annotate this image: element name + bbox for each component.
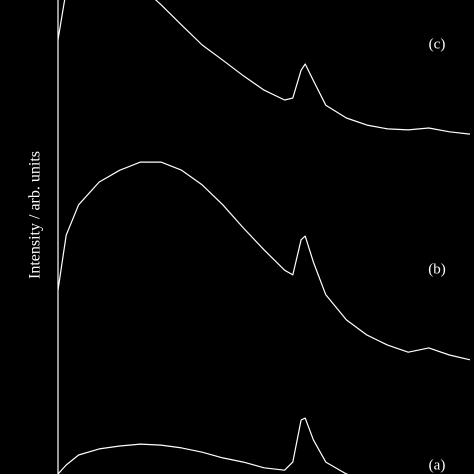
spectrum-line	[58, 0, 471, 135]
series-label: (a)	[429, 457, 446, 473]
series-label: (c)	[429, 36, 446, 52]
series-label: (b)	[428, 261, 446, 277]
spectrum-line	[58, 161, 471, 361]
plot-area	[58, 0, 471, 474]
y-axis-label: Intensity / arb. units	[27, 151, 44, 279]
spectrum-line	[58, 417, 349, 474]
